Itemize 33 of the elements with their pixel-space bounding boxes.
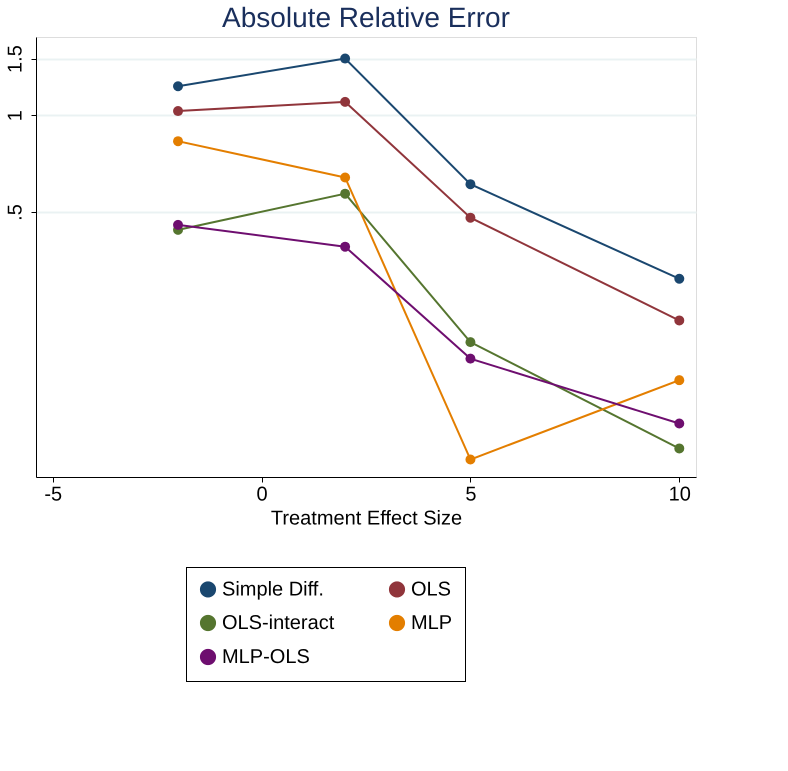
x-tick-label: -5 bbox=[44, 484, 62, 506]
point bbox=[173, 81, 184, 92]
x-tick-label: 0 bbox=[256, 484, 268, 506]
point bbox=[173, 136, 184, 146]
point bbox=[465, 212, 476, 223]
point bbox=[465, 337, 476, 348]
point bbox=[340, 242, 350, 252]
y-tick-label: 1.5 bbox=[4, 45, 26, 73]
point bbox=[340, 54, 350, 64]
point bbox=[340, 96, 350, 107]
point bbox=[674, 315, 684, 326]
point bbox=[340, 188, 350, 199]
legend-label: MLP bbox=[411, 612, 452, 634]
point bbox=[465, 454, 476, 465]
point bbox=[674, 375, 684, 386]
point bbox=[340, 172, 350, 182]
y-tick-label: 1 bbox=[4, 110, 26, 122]
legend-label: MLP-OLS bbox=[222, 646, 310, 668]
point bbox=[173, 106, 184, 116]
legend-label: OLS bbox=[411, 578, 452, 600]
point bbox=[674, 274, 684, 284]
legend-label: OLS-interact bbox=[222, 612, 335, 634]
x-tick-label: 5 bbox=[465, 484, 476, 506]
legend-label: Simple Diff. bbox=[222, 578, 324, 600]
point bbox=[674, 418, 684, 428]
y-tick-label: .5 bbox=[4, 204, 26, 221]
x-tick-label: 10 bbox=[668, 484, 691, 506]
point bbox=[674, 443, 684, 454]
x-axis-title: Treatment Effect Size bbox=[270, 508, 462, 530]
point bbox=[173, 220, 184, 230]
point bbox=[465, 179, 476, 190]
point bbox=[465, 354, 476, 364]
chart-title: Absolute Relative Error bbox=[222, 2, 510, 33]
